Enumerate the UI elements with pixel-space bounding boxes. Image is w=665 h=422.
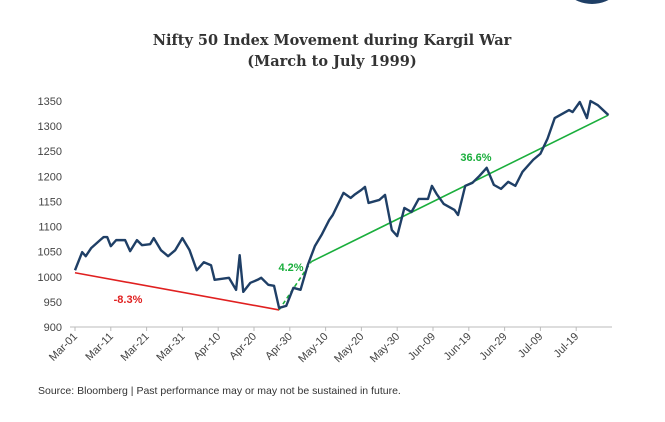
trend-label: 36.6%	[460, 152, 491, 164]
trend-line	[278, 261, 312, 311]
y-tick-label: 1150	[38, 196, 62, 208]
chart-title: Nifty 50 Index Movement during Kargil Wa…	[153, 32, 512, 49]
x-tick-label: Mar-31	[154, 331, 187, 364]
logo	[575, 0, 609, 4]
source-note: Source: Bloomberg | Past performance may…	[38, 385, 401, 397]
trend-line	[74, 271, 280, 311]
y-tick-label: 1350	[38, 96, 62, 108]
y-tick-label: 900	[44, 322, 62, 334]
y-tick-label: 1250	[38, 146, 62, 158]
trend-label: -8.3%	[114, 294, 143, 306]
x-tick-label: Apr-10	[191, 331, 223, 363]
y-tick-label: 1300	[38, 121, 62, 133]
x-tick-label: Mar-01	[47, 331, 80, 364]
y-tick-label: 1000	[38, 272, 62, 284]
data-line	[73, 99, 610, 310]
x-tick-label: Jul-19	[552, 331, 582, 361]
x-tick-label: Jun-09	[406, 331, 438, 363]
y-tick-label: 1200	[38, 171, 62, 183]
trend-label: 4.2%	[278, 262, 303, 274]
y-tick-label: 1050	[38, 247, 62, 259]
x-tick-label: May-20	[332, 331, 366, 365]
x-tick-label: Apr-30	[263, 331, 295, 363]
y-tick-label: 950	[44, 297, 62, 309]
chart-subtitle: (March to July 1999)	[247, 53, 416, 70]
y-tick-label: 1100	[38, 222, 62, 234]
x-tick-label: Jun-29	[477, 331, 509, 363]
trend-line	[310, 114, 609, 263]
x-tick-label: Apr-20	[227, 331, 259, 363]
x-tick-label: Mar-11	[83, 331, 116, 364]
x-tick-label: May-30	[368, 331, 402, 365]
x-tick-label: Jul-09	[516, 331, 546, 361]
x-tick-label: Jun-19	[442, 331, 474, 363]
x-tick-label: May-10	[296, 331, 330, 365]
x-tick-label: Mar-21	[119, 331, 152, 364]
